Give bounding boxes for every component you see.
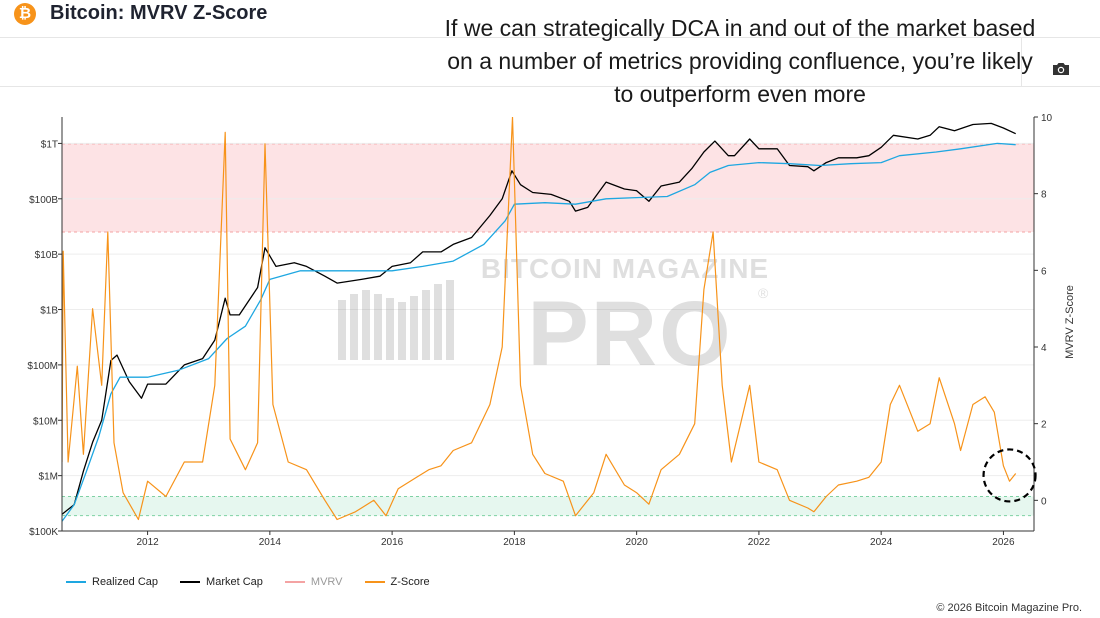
watermark-bars-icon [338,280,454,360]
right-axis-label: MVRV Z-Score [1064,285,1076,359]
right-tick-label: 8 [1041,190,1047,201]
toolbar-divider-horizontal [0,86,1100,87]
watermark-registered: ® [758,285,769,301]
x-tick-label: 2020 [626,537,649,548]
right-tick-label: 4 [1041,343,1047,354]
right-tick-label: 2 [1041,420,1047,431]
series-layer [62,117,1017,522]
right-tick-label: 0 [1041,496,1047,507]
legend-label-market-cap: Market Cap [206,576,263,588]
legend-label-mvrv: MVRV [310,576,343,588]
x-tick-label: 2022 [748,537,771,548]
legend: Realized Cap Market Cap MVRV Z-Score [66,574,430,590]
legend-swatch-z-score [364,581,385,583]
highlight-dashed-circle [982,448,1037,503]
x-tick-label: 2014 [259,537,282,548]
x-tick-label: 2026 [992,537,1015,548]
legend-swatch-realized-cap [66,581,86,583]
right-tick-label: 6 [1041,266,1047,277]
left-tick-label: $100B [29,195,58,206]
copyright-text: © 2026 Bitcoin Magazine Pro. [936,602,1082,614]
legend-item-realized-cap[interactable]: Realized Cap [66,574,158,590]
left-tick-label: $1M [39,472,58,483]
legend-swatch-mvrv [284,581,305,583]
legend-item-z-score[interactable]: Z-Score [364,574,430,590]
x-tick-label: 2012 [136,537,159,548]
x-tick-label: 2018 [503,537,526,548]
bitcoin-logo-icon: ₿ [14,3,36,25]
series-line-market-cap [62,122,1016,515]
series-line-z-score [62,117,1017,521]
page-title: Bitcoin: MVRV Z-Score [50,2,268,24]
legend-label-realized-cap: Realized Cap [92,576,159,588]
left-tick-label: $100M [27,361,58,372]
legend-item-mvrv[interactable]: MVRV [284,574,343,590]
watermark-line1: BITCOIN MAGAZINE [481,253,769,284]
legend-swatch-market-cap [180,581,201,583]
x-tick-label: 2024 [870,537,893,548]
header-bar: ₿ Bitcoin: MVRV Z-Score [0,0,1100,38]
left-tick-label: $1T [41,139,58,150]
left-tick-label: $1B [40,306,58,317]
legend-label-z-score: Z-Score [390,576,430,588]
series-line-realized-cap [62,142,1016,522]
watermark-line2: PRO [527,283,732,385]
band-undervalued [62,496,1034,516]
axes: $100K $1M $10M $100M $1B $10B $100B $1T 0 2 4 6 8 10 2… [27,113,1076,548]
annotation-text: If we can strategically DCA in and out o… [444,15,1036,107]
camera-icon[interactable] [1052,62,1070,76]
right-tick-label: 10 [1041,113,1053,124]
left-tick-label: $10B [35,250,59,261]
highlight-layer [982,448,1037,503]
legend-item-market-cap[interactable]: Market Cap [180,574,263,590]
watermark: BITCOIN MAGAZINE PRO ® [338,253,769,385]
toolbar-divider [1021,38,1022,86]
x-tick-label: 2016 [381,537,404,548]
left-tick-label: $10M [33,416,58,427]
left-tick-label: $100K [29,527,58,538]
band-overvalued [62,143,1034,232]
